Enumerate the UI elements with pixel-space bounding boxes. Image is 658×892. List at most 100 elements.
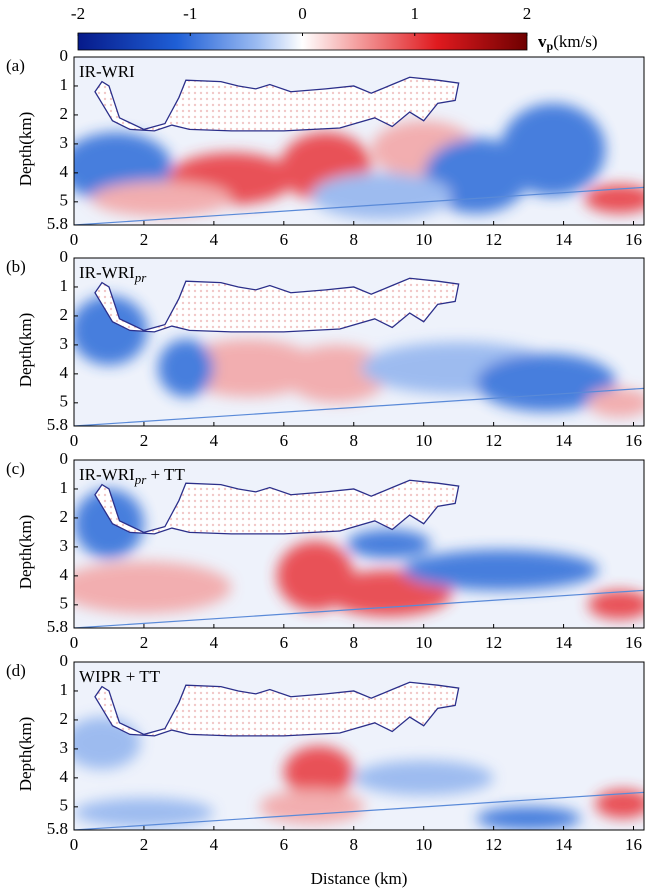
y-tick-label: 0 (60, 247, 69, 266)
x-tick-label: 10 (415, 633, 432, 652)
y-tick-label: 0 (60, 651, 69, 670)
y-tick-label: 1 (60, 276, 69, 295)
title-sub: pr (134, 270, 148, 285)
y-axis-label: Depth(km) (16, 515, 35, 590)
y-tick-label: 3 (60, 738, 69, 757)
y-tick-label: 1 (60, 75, 69, 94)
x-tick-label: 8 (350, 633, 359, 652)
x-tick-label: 16 (625, 835, 642, 854)
axes-frame (73, 459, 645, 629)
x-tick-label: 14 (555, 633, 573, 652)
title-main: IR-WRI (79, 465, 135, 484)
panel-title: IR-WRI (79, 62, 135, 81)
x-tick-label: 2 (140, 835, 149, 854)
reflector (74, 186, 644, 225)
velocity-anomaly (74, 295, 148, 366)
x-tick-label: 14 (555, 230, 573, 249)
heatmap-image (74, 460, 644, 628)
panel-label: (a) (6, 56, 25, 75)
x-tick-label: 16 (625, 230, 642, 249)
panel-title: IR-WRIpr (79, 263, 147, 285)
x-tick-label: 8 (350, 230, 359, 249)
x-tick-label: 10 (415, 230, 432, 249)
blobs (74, 295, 644, 418)
panel-title: WIPR + TT (79, 667, 161, 686)
reflector (74, 589, 644, 628)
title-main: IR-WRI (79, 263, 135, 282)
x-tick-label: 2 (140, 431, 149, 450)
y-tick-label: 1 (60, 680, 69, 699)
x-tick-label: 14 (555, 835, 573, 854)
axes-frame (73, 56, 645, 226)
velocity-anomaly (259, 789, 365, 825)
y-tick-label: 5 (60, 392, 69, 411)
velocity-anomaly (74, 561, 232, 614)
y-tick-label: 5.8 (47, 819, 68, 838)
y-tick-label: 2 (60, 709, 69, 728)
y-tick-label: 3 (60, 133, 69, 152)
title-suffix: + TT (146, 465, 185, 484)
blobs (74, 488, 644, 620)
heatmap-image (74, 57, 644, 225)
velocity-anomaly (74, 717, 141, 770)
salt-texture (94, 76, 460, 132)
y-axis-label: Depth(km) (16, 313, 35, 388)
x-tick-label: 12 (485, 230, 502, 249)
salt-texture (94, 277, 460, 333)
y-tick-label: 5 (60, 191, 69, 210)
y-tick-label: 5.8 (47, 617, 68, 636)
colorbar-tick-label: -1 (183, 4, 197, 23)
velocity-anomaly (157, 339, 214, 398)
panel-label: (c) (6, 459, 25, 478)
x-tick-label: 4 (210, 230, 219, 249)
panel-label: (b) (6, 257, 26, 276)
panel-label: (d) (6, 661, 26, 680)
y-tick-label: 0 (60, 46, 69, 65)
y-tick-label: 5.8 (47, 415, 68, 434)
x-axis-label: Distance (km) (311, 869, 408, 888)
velocity-anomaly (91, 181, 232, 217)
x-tick-label: 8 (350, 835, 359, 854)
x-tick-label: 6 (280, 835, 289, 854)
velocity-anomaly (311, 172, 452, 220)
x-tick-label: 10 (415, 431, 432, 450)
x-tick-label: 4 (210, 835, 219, 854)
reflector (74, 387, 644, 426)
velocity-anomaly (584, 184, 644, 214)
colorbar-tick-label: 1 (411, 4, 420, 23)
velocity-anomaly (283, 344, 389, 403)
title-main: IR-WRI (79, 62, 135, 81)
x-tick-label: 2 (140, 230, 149, 249)
x-tick-label: 12 (485, 633, 502, 652)
x-tick-label: 0 (70, 431, 79, 450)
velocity-anomaly (402, 549, 599, 591)
x-tick-label: 16 (625, 431, 642, 450)
velocity-anomaly (588, 590, 644, 620)
velocity-anomaly (178, 339, 319, 398)
x-tick-label: 6 (280, 633, 289, 652)
y-tick-label: 5 (60, 796, 69, 815)
salt-texture (94, 681, 460, 737)
x-tick-label: 4 (210, 431, 219, 450)
y-tick-label: 2 (60, 305, 69, 324)
y-axis-label: Depth(km) (16, 717, 35, 792)
velocity-anomaly (476, 806, 582, 830)
velocity-anomaly (74, 488, 144, 559)
velocity-anomaly (346, 529, 431, 559)
x-tick-label: 2 (140, 633, 149, 652)
x-tick-label: 14 (555, 431, 573, 450)
y-tick-label: 4 (60, 363, 69, 382)
y-tick-label: 0 (60, 449, 69, 468)
x-tick-label: 8 (350, 431, 359, 450)
panel-title: IR-WRIpr + TT (79, 465, 185, 487)
y-tick-label: 5.8 (47, 214, 68, 233)
y-tick-label: 5 (60, 594, 69, 613)
velocity-anomaly (353, 760, 494, 796)
colorbar-label: vp(km/s) (538, 32, 598, 53)
x-tick-label: 16 (625, 633, 642, 652)
title-sub: pr (134, 472, 148, 487)
axes-frame (73, 661, 645, 831)
y-tick-label: 2 (60, 104, 69, 123)
y-tick-label: 4 (60, 162, 69, 181)
